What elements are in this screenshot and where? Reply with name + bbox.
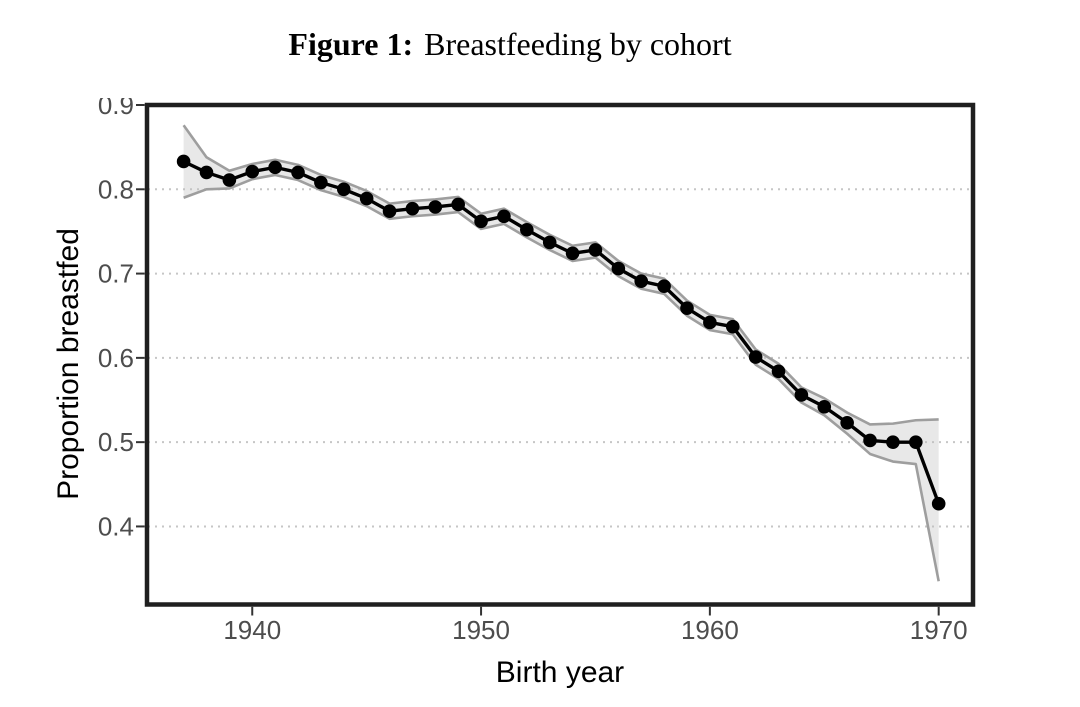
data-point bbox=[794, 388, 809, 402]
data-point bbox=[771, 364, 786, 379]
data-point bbox=[634, 274, 649, 288]
trend-line bbox=[182, 159, 941, 505]
data-point bbox=[268, 160, 282, 175]
data-point bbox=[428, 200, 443, 214]
data-point bbox=[291, 165, 305, 180]
x-axis-title: Birth year bbox=[495, 656, 625, 689]
data-point bbox=[657, 279, 671, 294]
y-tick-label: 0.5 bbox=[98, 427, 134, 457]
data-point bbox=[542, 235, 557, 250]
y-tick-label: 0.7 bbox=[98, 259, 134, 289]
y-axis-title: Proportion breastfed bbox=[52, 228, 85, 500]
confidence-ribbon-upper-edge bbox=[182, 124, 939, 426]
data-point bbox=[497, 209, 511, 224]
data-point bbox=[817, 399, 832, 414]
x-tick-label: 1940 bbox=[223, 615, 281, 645]
data-point bbox=[199, 165, 214, 180]
data-point bbox=[451, 197, 465, 212]
confidence-ribbon bbox=[183, 125, 939, 582]
figure-caption: Figure 1: Breastfeeding by cohort bbox=[0, 25, 1020, 63]
y-tick-label: 0.6 bbox=[98, 343, 134, 373]
x-tick-label: 1960 bbox=[681, 615, 739, 645]
data-point bbox=[565, 246, 580, 261]
data-point bbox=[520, 222, 534, 237]
data-point bbox=[748, 350, 763, 364]
data-point bbox=[245, 164, 260, 179]
data-point bbox=[336, 182, 351, 197]
data-point bbox=[863, 433, 877, 448]
data-point bbox=[680, 301, 694, 315]
x-tick-label: 1970 bbox=[910, 615, 968, 645]
y-tick-label: 0.8 bbox=[98, 174, 134, 204]
data-point bbox=[314, 175, 328, 190]
data-point bbox=[588, 243, 603, 257]
data-point bbox=[474, 214, 488, 229]
caption-title: Breastfeeding by cohort bbox=[424, 26, 732, 62]
data-point bbox=[222, 173, 237, 187]
data-point bbox=[840, 415, 854, 430]
data-point bbox=[886, 435, 900, 449]
figure-top-crop bbox=[84, 82, 146, 98]
data-point bbox=[382, 204, 397, 219]
data-point bbox=[931, 496, 946, 511]
data-point bbox=[359, 191, 374, 206]
caption-label: Figure 1: bbox=[288, 26, 414, 62]
data-point bbox=[611, 261, 626, 276]
x-tick-label: 1950 bbox=[452, 615, 510, 645]
data-point bbox=[908, 435, 923, 449]
data-point bbox=[725, 319, 740, 334]
data-point bbox=[176, 154, 191, 169]
y-tick-label: 0.4 bbox=[98, 511, 134, 541]
data-point bbox=[405, 201, 420, 216]
data-point bbox=[703, 315, 717, 330]
panel-border bbox=[144, 102, 976, 607]
confidence-ribbon-lower-edge bbox=[183, 173, 940, 582]
